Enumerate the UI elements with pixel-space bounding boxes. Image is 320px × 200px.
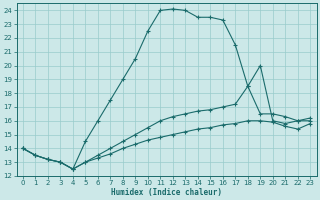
X-axis label: Humidex (Indice chaleur): Humidex (Indice chaleur): [111, 188, 222, 197]
